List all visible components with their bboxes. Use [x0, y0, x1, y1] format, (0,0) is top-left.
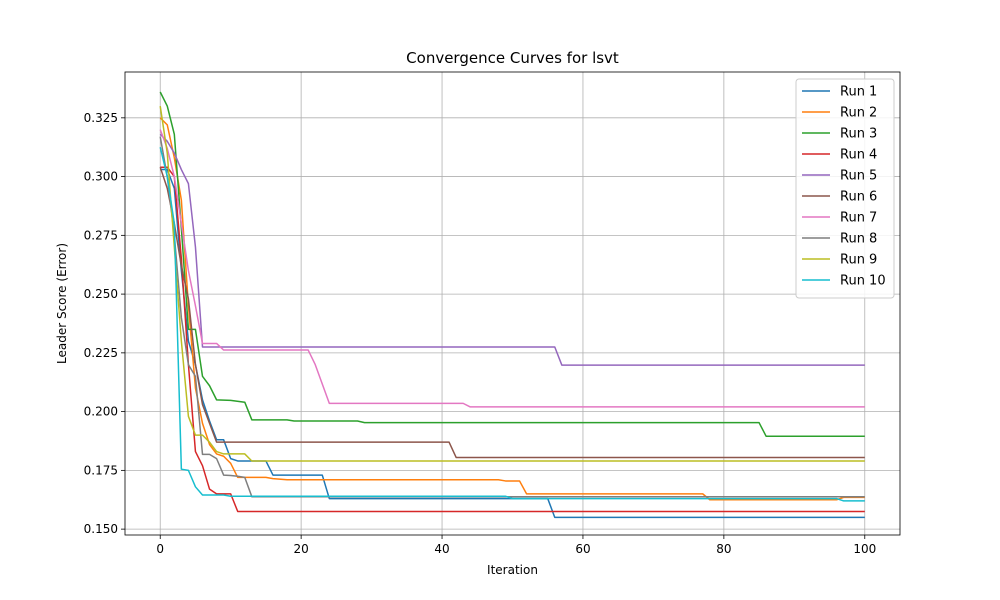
tick-layer: 0 20 40 60 80 100 0.150 0.175 0.200 0.225 0.250 0.2… — [84, 111, 877, 556]
y-tick-label: 0.300 — [84, 170, 118, 184]
y-tick-label: 0.175 — [84, 463, 118, 477]
legend-label: Run 9 — [840, 253, 877, 268]
x-tick-label: 100 — [853, 542, 876, 556]
x-tick-label: 40 — [434, 542, 449, 556]
y-tick-label: 0.150 — [84, 522, 118, 536]
y-tick-label: 0.325 — [84, 111, 118, 125]
legend-label: Run 4 — [840, 148, 877, 163]
series-line-run-5 — [159, 133, 865, 366]
plot-frame — [124, 71, 901, 536]
legend-label: Run 7 — [840, 211, 877, 226]
legend-label: Run 5 — [840, 169, 877, 184]
series-line-run-7 — [159, 129, 865, 408]
x-axis-label: Iteration — [487, 563, 538, 577]
legend-label: Run 1 — [840, 85, 877, 100]
series-layer — [159, 91, 865, 519]
x-tick-label: 20 — [293, 542, 308, 556]
legend-label: Run 8 — [840, 232, 877, 247]
legend-label: Run 2 — [840, 106, 877, 121]
y-tick-label: 0.275 — [84, 228, 118, 242]
legend: Run 1 Run 2 Run 3 Run 4 Run 5 Run 6 Run 7 Run 8… — [795, 78, 895, 299]
chart-title: Convergence Curves for lsvt — [406, 49, 619, 67]
legend-label: Run 3 — [840, 127, 877, 142]
x-tick-label: 60 — [575, 542, 590, 556]
series-line-run-8 — [159, 136, 865, 498]
x-tick-label: 80 — [716, 542, 731, 556]
y-tick-label: 0.250 — [84, 287, 118, 301]
grid-layer — [125, 72, 900, 535]
legend-label: Run 6 — [840, 190, 877, 205]
y-tick-label: 0.225 — [84, 346, 118, 360]
series-line-run-10 — [159, 147, 865, 502]
legend-label: Run 10 — [840, 274, 886, 289]
y-tick-label: 0.200 — [84, 405, 118, 419]
y-axis-label: Leader Score (Error) — [55, 243, 69, 364]
x-tick-label: 0 — [156, 542, 164, 556]
